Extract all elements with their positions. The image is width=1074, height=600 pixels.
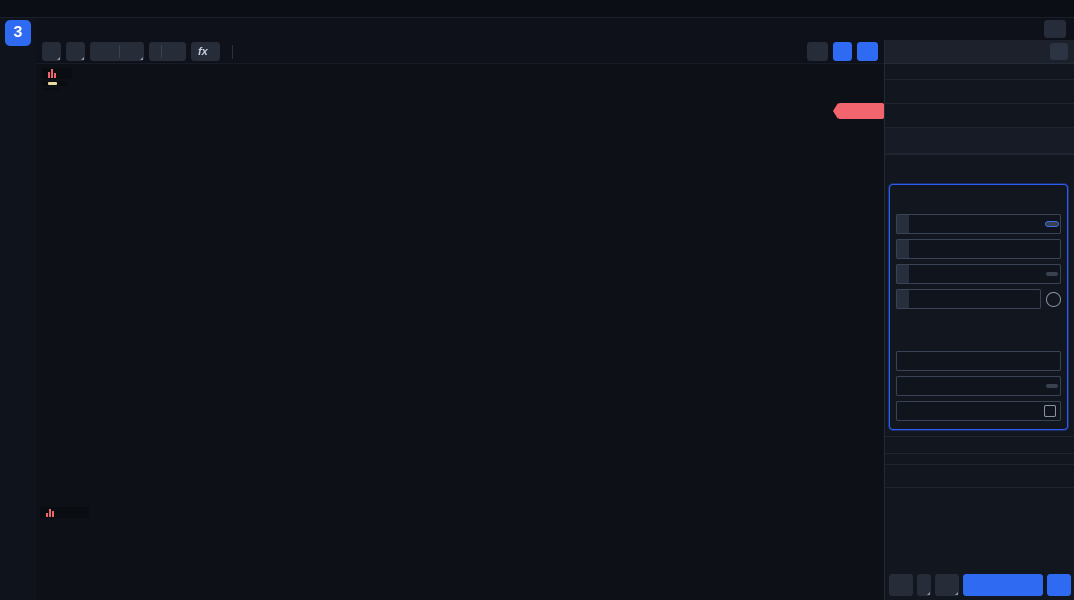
period-label <box>897 240 909 258</box>
calc-source-label <box>897 265 909 283</box>
display-label <box>896 338 1061 346</box>
color-swatch[interactable] <box>1035 355 1057 368</box>
calc-source-field <box>896 264 1061 284</box>
instrument-search-button[interactable] <box>66 42 85 61</box>
exit-fullscreen-button[interactable] <box>1044 20 1066 38</box>
instrument-card[interactable] <box>885 127 1074 154</box>
current-price-tag <box>833 103 884 119</box>
price-chart-canvas[interactable] <box>36 64 884 600</box>
line-width-select[interactable] <box>1046 384 1058 388</box>
layout-grid-button[interactable] <box>889 574 913 596</box>
candle-legend-icon <box>48 69 56 78</box>
price-axis-checkbox[interactable] <box>1044 405 1056 417</box>
settings-row[interactable] <box>885 79 1074 103</box>
chart-header <box>36 18 1074 40</box>
ema-legend <box>42 81 68 86</box>
panel-bottom-bar <box>885 574 1074 596</box>
market-ticker-bar <box>0 0 1074 18</box>
color-field <box>896 351 1061 371</box>
ohlc-legend <box>42 68 72 79</box>
fx-icon: fx <box>198 45 208 58</box>
divider <box>231 44 233 59</box>
trade-now-button[interactable] <box>833 42 852 61</box>
code-label <box>897 215 909 233</box>
autochart-tag-button[interactable] <box>1047 574 1071 596</box>
price-alerts-row[interactable] <box>885 154 1074 178</box>
trade-expand-button[interactable] <box>857 42 878 61</box>
shift-field <box>896 289 1061 309</box>
primary-y-axis-row[interactable] <box>885 103 1074 127</box>
info-icon[interactable] <box>1046 291 1061 307</box>
empty-chart-button[interactable] <box>917 574 931 596</box>
width-field <box>896 376 1061 396</box>
chart-legend <box>42 68 72 90</box>
line-section-title[interactable] <box>896 318 1061 338</box>
volume-legend-icon <box>46 508 54 517</box>
shift-label <box>897 290 909 308</box>
period-field <box>896 239 1061 259</box>
app-logo[interactable]: 3 <box>5 20 31 46</box>
ema-line-icon <box>48 82 57 85</box>
divider <box>119 45 120 58</box>
left-sidebar: 3 <box>0 18 36 600</box>
help-button[interactable] <box>1050 43 1068 60</box>
chart-trading-toggle[interactable] <box>885 40 1074 64</box>
color-label <box>897 352 909 370</box>
autochart-button[interactable] <box>963 574 1043 596</box>
reset-chart-button[interactable] <box>935 574 959 596</box>
chart-type-button[interactable] <box>42 42 61 61</box>
calc-source-select[interactable] <box>1046 272 1058 276</box>
chart-toolbar: fx <box>36 40 884 64</box>
time-range-button[interactable] <box>149 42 186 61</box>
width-label <box>897 377 909 395</box>
candle-interval-button[interactable] <box>90 42 144 61</box>
volume-legend <box>40 504 89 522</box>
edit-code-button[interactable] <box>1046 222 1058 226</box>
price-axis-field <box>896 401 1061 421</box>
price-axis-label <box>897 402 909 420</box>
chart-area <box>36 64 884 600</box>
ema-indicator-panel <box>889 184 1068 430</box>
divider <box>161 45 162 58</box>
volume-section-title <box>885 436 1074 454</box>
indicators-button[interactable]: fx <box>191 42 220 61</box>
panel-section-title <box>885 64 1074 79</box>
volume-settings-row[interactable] <box>885 464 1074 488</box>
ema-panel-title[interactable] <box>896 189 1061 209</box>
range-legend <box>42 88 59 90</box>
right-settings-panel <box>884 40 1074 600</box>
code-field <box>896 214 1061 234</box>
magic-tools-button[interactable] <box>807 42 828 61</box>
